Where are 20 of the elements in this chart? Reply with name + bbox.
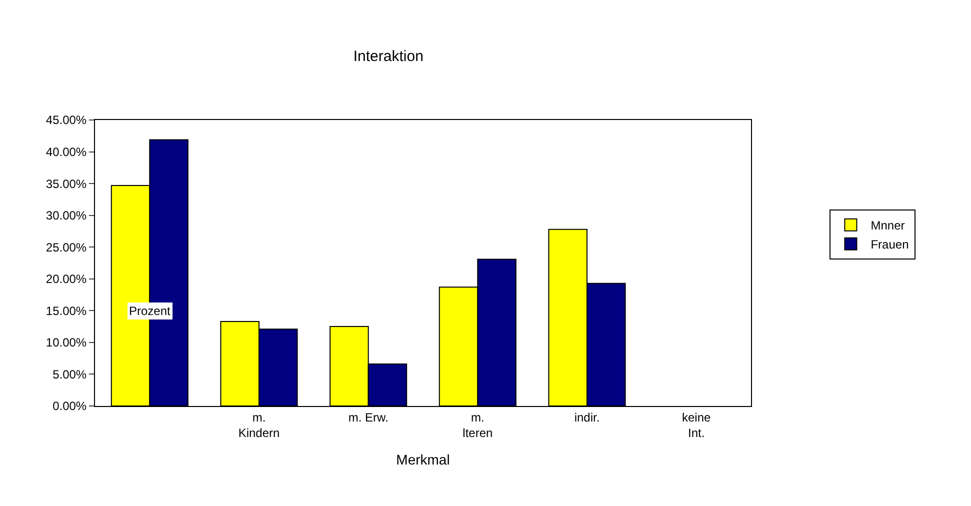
y-tick-label: 5.00% — [52, 367, 87, 382]
y-tick-label: 40.00% — [46, 144, 87, 159]
y-tick-label: 35.00% — [46, 176, 87, 191]
y-tick-label: 30.00% — [46, 208, 87, 223]
x-tick-label: m. Kindern — [238, 410, 280, 440]
legend-label: Mnner — [870, 218, 905, 233]
y-tick-label: 20.00% — [46, 272, 87, 286]
x-tick-label: indir. — [574, 410, 600, 424]
y-tick-label: 0.00% — [52, 399, 87, 414]
x-tick-label: keine Int. — [682, 410, 711, 440]
y-tick-label: 45.00% — [46, 113, 87, 128]
legend-label: Frauen — [870, 238, 909, 252]
y-axis-title: Prozent — [129, 304, 172, 318]
y-tick-label: 10.00% — [46, 336, 87, 350]
x-axis-title: Merkmal — [396, 451, 450, 468]
chart-title: Interaktion — [353, 48, 424, 66]
x-tick-label: m. Erw. — [348, 410, 388, 424]
x-tick-label: m. lteren — [462, 410, 493, 440]
y-tick-label: 25.00% — [46, 240, 87, 254]
y-tick-label: 15.00% — [46, 304, 87, 318]
